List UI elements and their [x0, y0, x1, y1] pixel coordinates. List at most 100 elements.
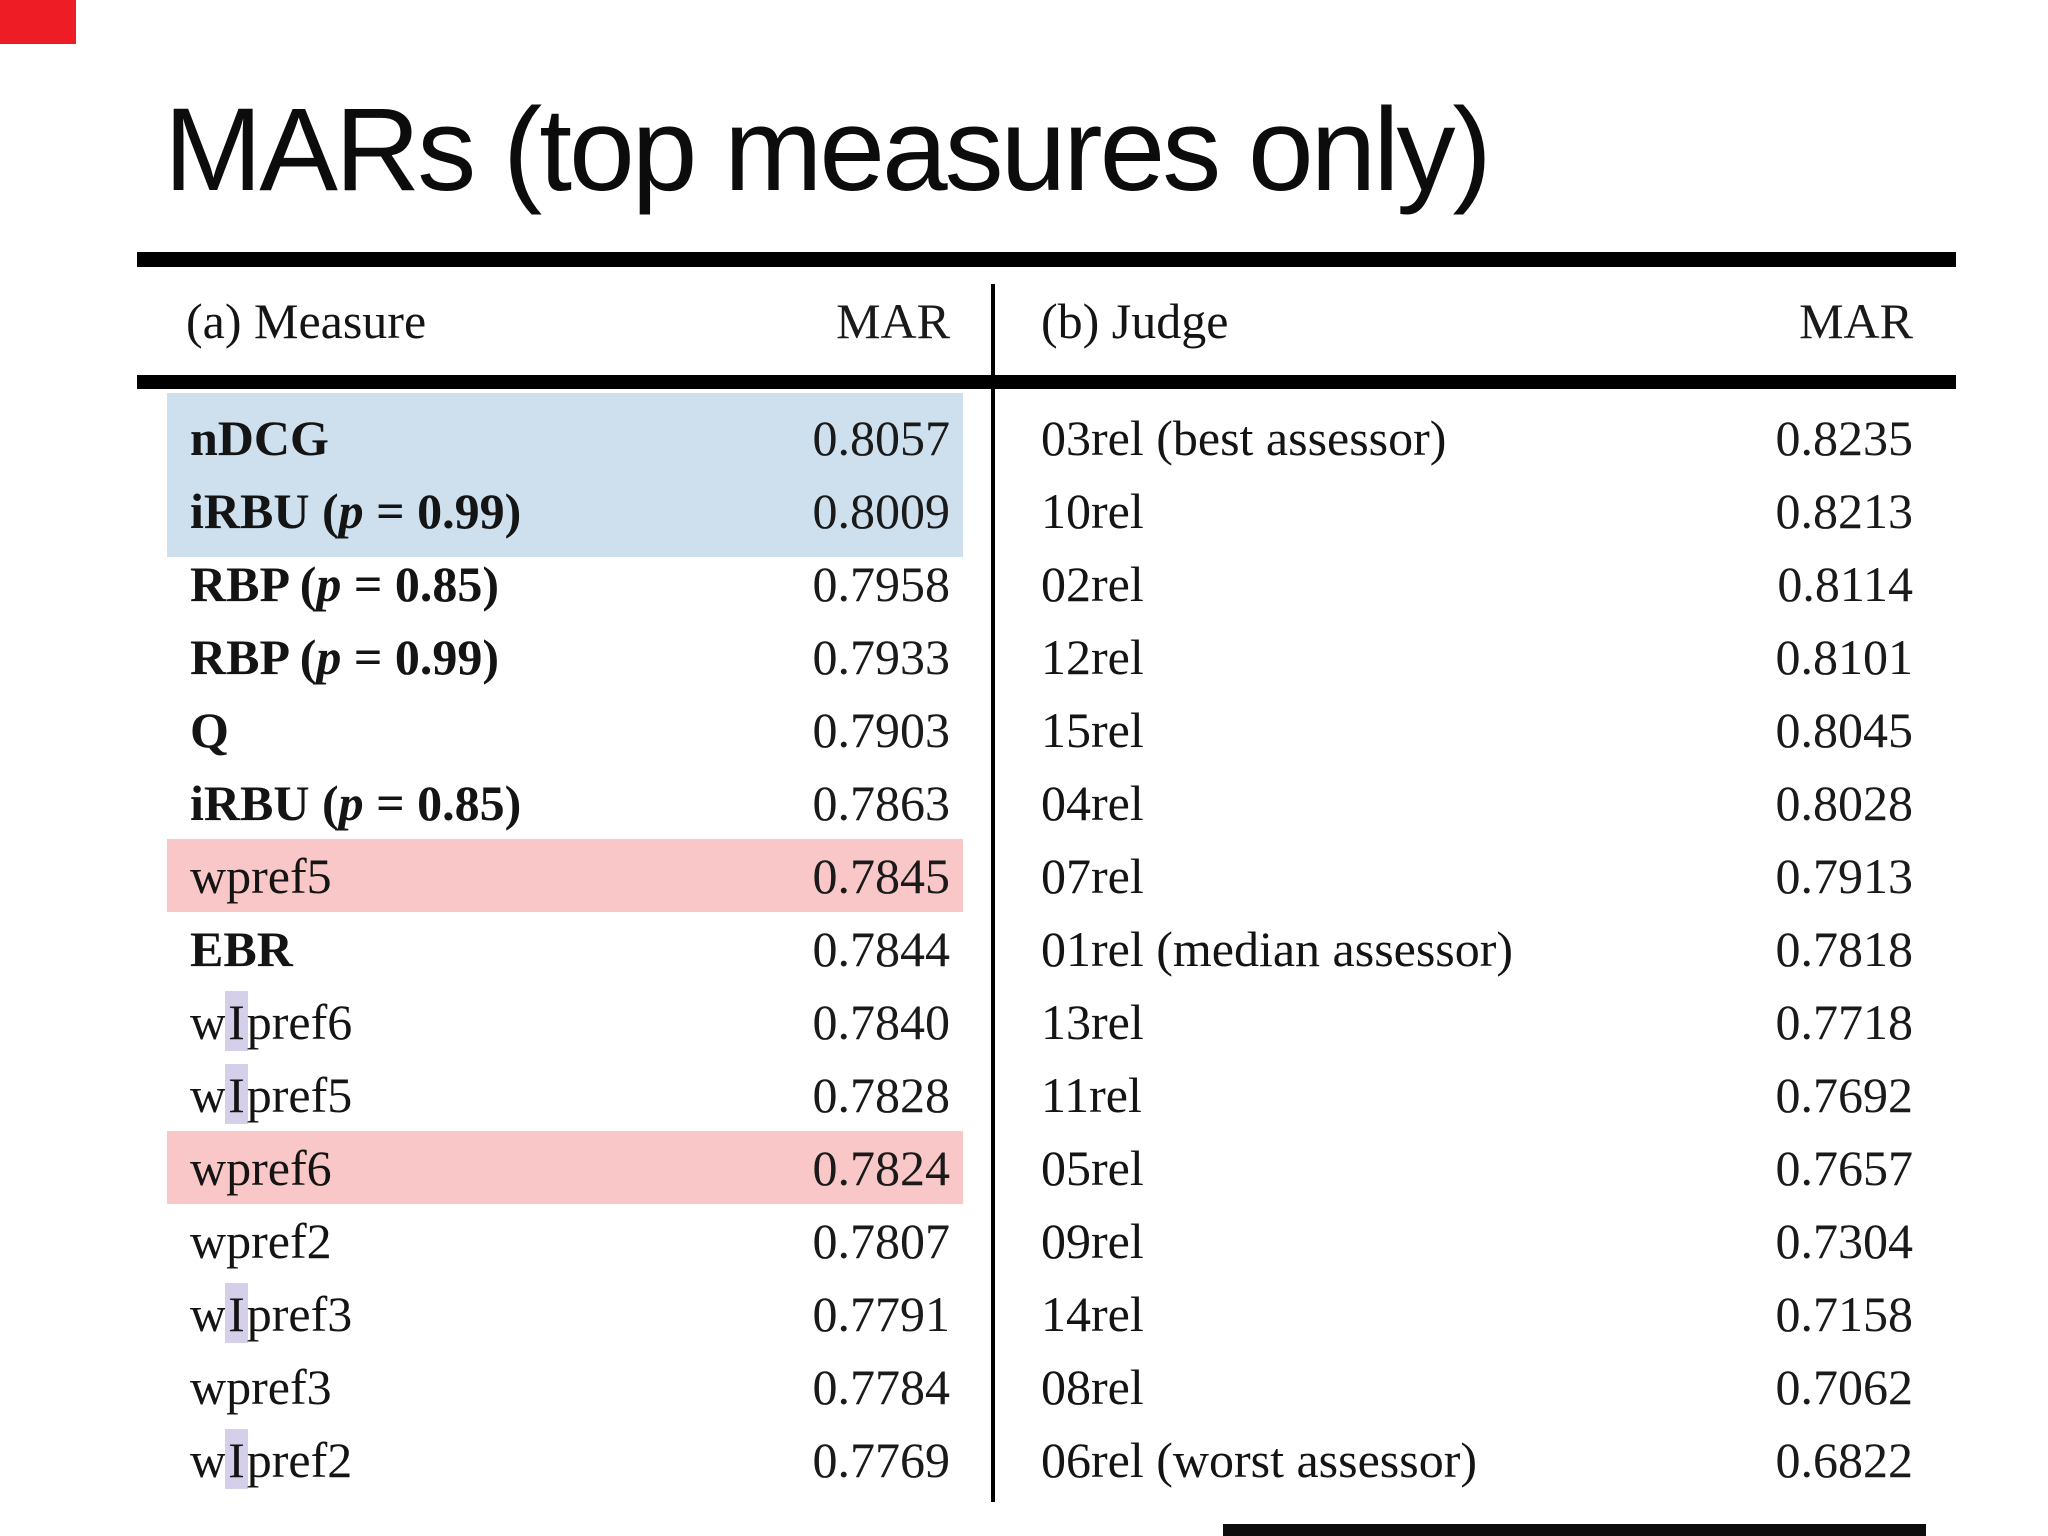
judge-value: 0.8028 — [1775, 774, 1914, 831]
red-corner-marker — [0, 0, 76, 44]
judge-header-label: (b) Judge — [1041, 293, 1229, 349]
slide-title: MARs (top measures only) — [164, 84, 1492, 216]
table-row: EBR 0.7844 01rel (median assessor) 0.7818 — [137, 912, 1956, 985]
table-row: wIpref2 0.7769 06rel (worst assessor) 0.682… — [137, 1423, 1956, 1496]
table-row: wpref2 0.7807 09rel 0.7304 — [137, 1204, 1956, 1277]
measure-value: 0.8009 — [812, 482, 951, 539]
table-row: wIpref5 0.7828 11rel 0.7692 — [137, 1058, 1956, 1131]
measure-label: nDCG — [190, 409, 329, 466]
measure-label: wpref5 — [190, 847, 332, 904]
judge-label: 02rel — [1041, 555, 1144, 612]
measure-header-label: (a) Measure — [186, 293, 427, 349]
judge-value: 0.7158 — [1775, 1285, 1914, 1342]
measure-cell-inner: RBP (p = 0.99) 0.7933 — [167, 620, 963, 693]
judge-value: 0.7692 — [1775, 1066, 1914, 1123]
measure-cell-inner: wpref6 0.7824 — [167, 1131, 963, 1204]
judge-value: 0.8101 — [1775, 628, 1914, 685]
highlighted-letter: I — [225, 990, 248, 1051]
measure-value: 0.7958 — [812, 555, 951, 612]
measure-value: 0.7844 — [812, 920, 951, 977]
table-column-divider — [991, 284, 995, 1502]
judge-label: 09rel — [1041, 1212, 1144, 1269]
measure-cell-inner: RBP (p = 0.85) 0.7958 — [167, 547, 963, 620]
table-row: wpref6 0.7824 05rel 0.7657 — [137, 1131, 1956, 1204]
judge-label: 15rel — [1041, 701, 1144, 758]
judge-value: 0.7304 — [1775, 1212, 1914, 1269]
param-p-italic: p — [316, 555, 342, 612]
judge-value: 0.7818 — [1775, 920, 1914, 977]
measure-cell-inner: EBR 0.7844 — [167, 912, 963, 985]
table-header-row: (a) Measure MAR (b) Judge MAR — [137, 267, 1956, 375]
measure-label: wIpref3 — [190, 1282, 352, 1343]
judge-cell: 02rel 0.8114 — [993, 547, 1956, 620]
param-p-italic: p — [316, 628, 342, 685]
measure-cell: nDCG 0.8057 — [137, 401, 993, 474]
measure-label: RBP (p = 0.99) — [190, 628, 500, 685]
judge-value: 0.8213 — [1775, 482, 1914, 539]
table-row: RBP (p = 0.85) 0.7958 02rel 0.8114 — [137, 547, 1956, 620]
measure-cell: wIpref2 0.7769 — [137, 1423, 993, 1496]
measure-label: EBR — [190, 920, 293, 977]
highlighted-letter: I — [225, 1282, 248, 1343]
judge-value: 0.8235 — [1775, 409, 1914, 466]
measure-value: 0.7784 — [812, 1358, 951, 1415]
judge-cell: 11rel 0.7692 — [993, 1058, 1956, 1131]
measure-value: 0.7845 — [812, 847, 951, 904]
table-mid-rule — [137, 375, 1956, 389]
judge-label: 10rel — [1041, 482, 1144, 539]
judge-cell: 03rel (best assessor) 0.8235 — [993, 401, 1956, 474]
measure-label: wIpref5 — [190, 1063, 352, 1124]
judge-value: 0.7913 — [1775, 847, 1914, 904]
judge-cell: 05rel 0.7657 — [993, 1131, 1956, 1204]
measure-cell: wpref6 0.7824 — [137, 1131, 993, 1204]
table-body: nDCG 0.8057 03rel (best assessor) 0.8235 iRB… — [137, 401, 1956, 1496]
judge-label: 05rel — [1041, 1139, 1144, 1196]
judge-label: 06rel (worst assessor) — [1041, 1431, 1478, 1488]
measure-value: 0.8057 — [812, 409, 951, 466]
table-row: wIpref6 0.7840 13rel 0.7718 — [137, 985, 1956, 1058]
judge-label: 08rel — [1041, 1358, 1144, 1415]
measure-cell: iRBU (p = 0.99) 0.8009 — [137, 474, 993, 547]
measure-cell: Q 0.7903 — [137, 693, 993, 766]
judge-cell: 08rel 0.7062 — [993, 1350, 1956, 1423]
judge-cell: 06rel (worst assessor) 0.6822 — [993, 1423, 1956, 1496]
judge-value: 0.7657 — [1775, 1139, 1914, 1196]
measure-cell: RBP (p = 0.99) 0.7933 — [137, 620, 993, 693]
measure-value: 0.7824 — [812, 1139, 951, 1196]
judge-header: (b) Judge MAR — [993, 292, 1956, 350]
measure-label: wpref2 — [190, 1212, 332, 1269]
judge-value: 0.6822 — [1775, 1431, 1914, 1488]
judge-cell: 14rel 0.7158 — [993, 1277, 1956, 1350]
measure-cell: wIpref3 0.7791 — [137, 1277, 993, 1350]
measure-value: 0.7769 — [812, 1431, 951, 1488]
judge-header-value: MAR — [1799, 293, 1913, 349]
measure-value: 0.7828 — [812, 1066, 951, 1123]
judge-cell: 01rel (median assessor) 0.7818 — [993, 912, 1956, 985]
measure-cell: RBP (p = 0.85) 0.7958 — [137, 547, 993, 620]
judge-cell: 13rel 0.7718 — [993, 985, 1956, 1058]
measure-value: 0.7933 — [812, 628, 951, 685]
mar-table: (a) Measure MAR (b) Judge MAR nDCG 0.8057… — [137, 252, 1956, 1502]
measure-label: wIpref6 — [190, 990, 352, 1051]
measure-cell: wpref3 0.7784 — [137, 1350, 993, 1423]
measure-label: Q — [190, 701, 229, 758]
table-row: wpref5 0.7845 07rel 0.7913 — [137, 839, 1956, 912]
measure-label: wIpref2 — [190, 1428, 352, 1489]
judge-cell: 15rel 0.8045 — [993, 693, 1956, 766]
highlighted-letter: I — [225, 1063, 248, 1124]
measure-cell-inner: Q 0.7903 — [167, 693, 963, 766]
table-row: iRBU (p = 0.85) 0.7863 04rel 0.8028 — [137, 766, 1956, 839]
param-p-italic: p — [338, 774, 364, 831]
judge-value: 0.8045 — [1775, 701, 1914, 758]
judge-cell: 07rel 0.7913 — [993, 839, 1956, 912]
table-row: Q 0.7903 15rel 0.8045 — [137, 693, 1956, 766]
judge-label: 07rel — [1041, 847, 1144, 904]
measure-cell-inner: wIpref3 0.7791 — [167, 1277, 963, 1350]
judge-cell: 09rel 0.7304 — [993, 1204, 1956, 1277]
judge-label: 12rel — [1041, 628, 1144, 685]
table-row: wpref3 0.7784 08rel 0.7062 — [137, 1350, 1956, 1423]
measure-cell: wIpref6 0.7840 — [137, 985, 993, 1058]
highlighted-letter: I — [225, 1428, 248, 1489]
measure-label: wpref3 — [190, 1358, 332, 1415]
